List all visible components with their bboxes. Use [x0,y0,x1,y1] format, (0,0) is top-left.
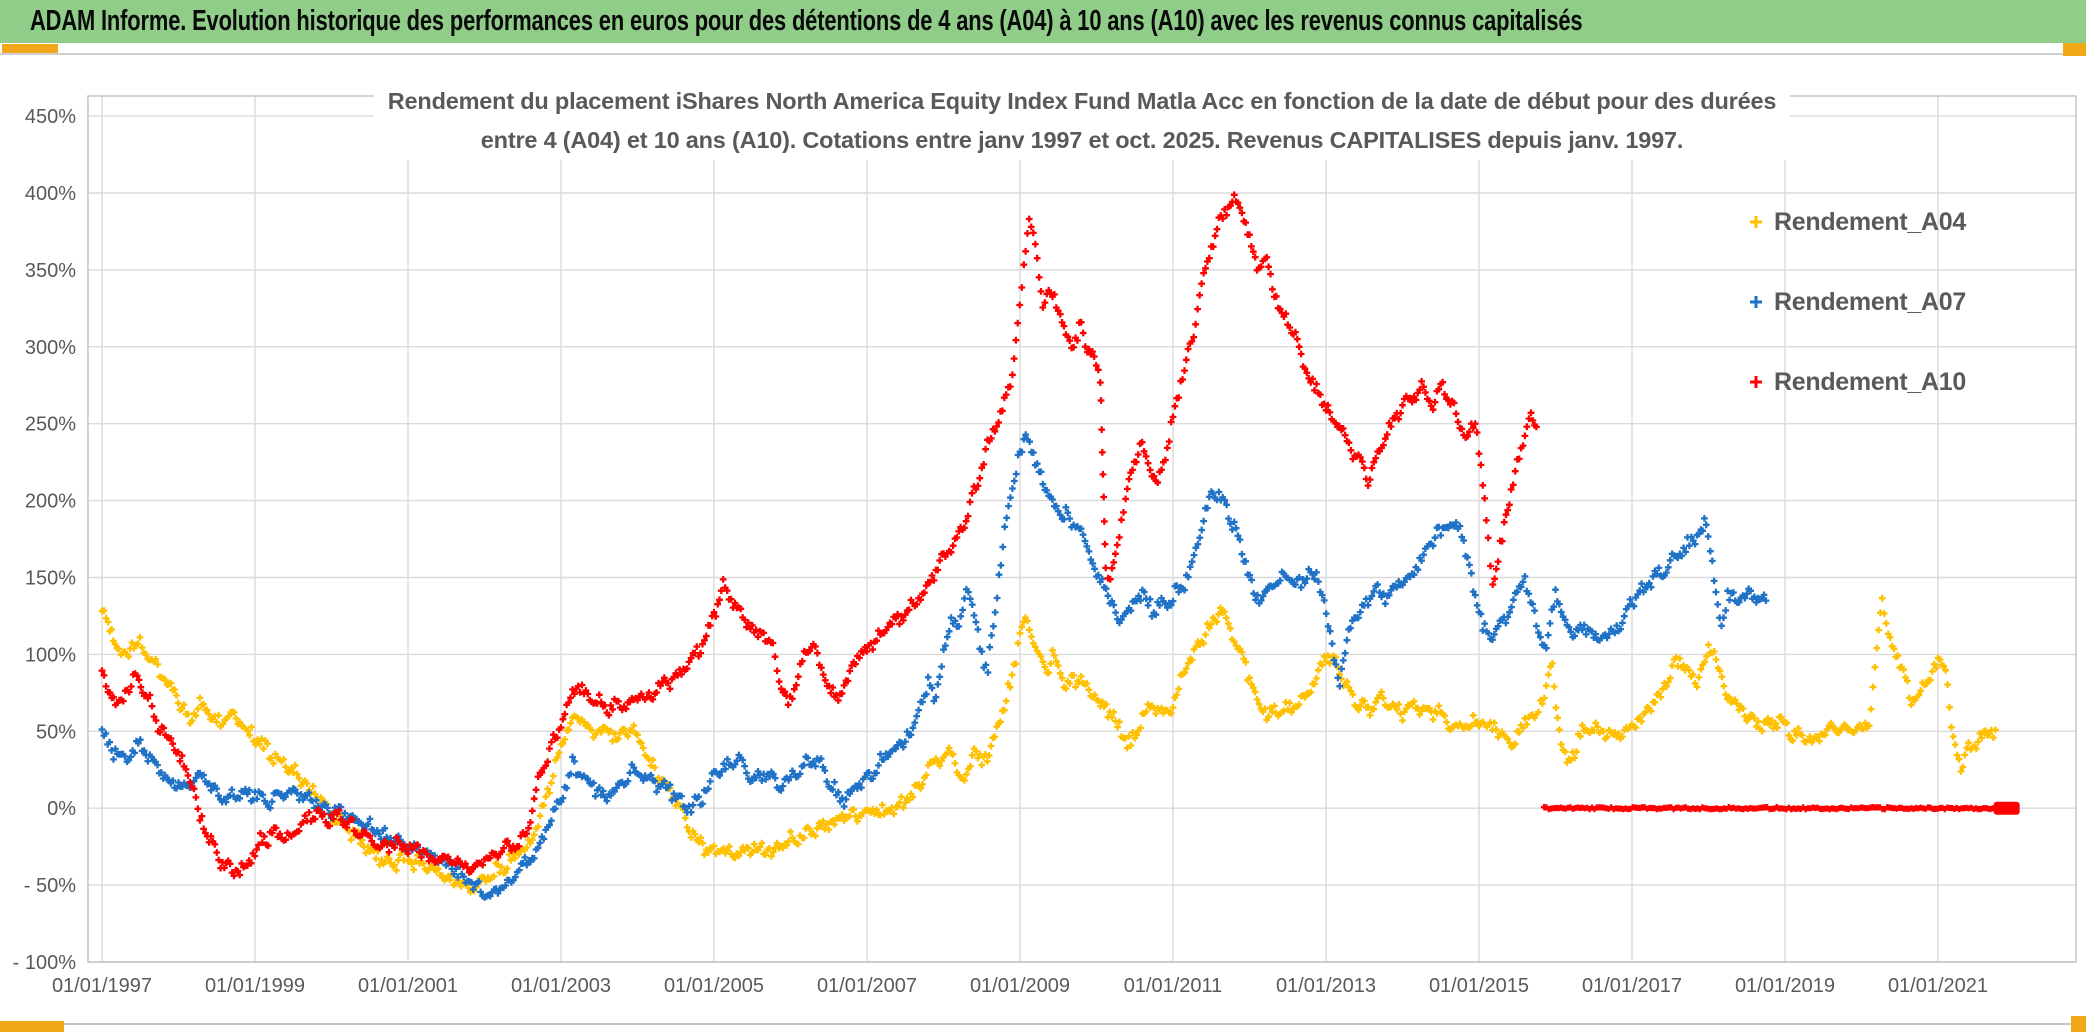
svg-text:450%: 450% [25,106,76,128]
plus-marker-icon [1748,374,1764,390]
svg-text:01/01/2003: 01/01/2003 [511,975,611,997]
chart-subtitle-line1: Rendement du placement iShares North Ame… [387,88,1777,114]
svg-text:350%: 350% [25,260,76,282]
legend-item-a04: Rendement_A04 [1748,204,1966,240]
legend-item-a10: Rendement_A10 [1748,364,1966,400]
svg-text:01/01/2013: 01/01/2013 [1276,975,1376,997]
corner-accent-bottom-left [0,1021,64,1032]
svg-text:01/01/2019: 01/01/2019 [1735,975,1835,997]
svg-text:0%: 0% [47,798,76,820]
page-title: ADAM Informe. Evolution historique des p… [30,5,1583,37]
corner-accent-top-right [2063,43,2086,56]
legend-label-a07: Rendement_A07 [1774,287,1966,316]
bottom-edge-line [0,1023,2086,1025]
svg-text:150%: 150% [25,568,76,590]
plus-marker-icon [1748,294,1764,310]
plus-marker-icon [1748,214,1764,230]
svg-text:01/01/2001: 01/01/2001 [358,975,458,997]
svg-text:01/01/1997: 01/01/1997 [52,975,152,997]
svg-text:- 50%: - 50% [24,875,76,897]
chart-subtitle: Rendement du placement iShares North Ame… [373,82,1791,160]
svg-text:01/01/2017: 01/01/2017 [1582,975,1682,997]
svg-text:- 100%: - 100% [13,952,77,974]
legend-label-a10: Rendement_A10 [1774,367,1966,396]
legend-item-a07: Rendement_A07 [1748,284,1966,320]
svg-text:300%: 300% [25,337,76,359]
corner-accent-top-left [2,44,58,53]
title-separator [0,53,2086,55]
svg-text:400%: 400% [25,183,76,205]
svg-text:01/01/2015: 01/01/2015 [1429,975,1529,997]
corner-accent-bottom-right [2071,1016,2086,1032]
svg-text:01/01/2005: 01/01/2005 [664,975,764,997]
svg-text:01/01/2011: 01/01/2011 [1124,975,1223,997]
svg-text:01/01/2009: 01/01/2009 [970,975,1070,997]
svg-text:01/01/1999: 01/01/1999 [205,975,305,997]
svg-text:50%: 50% [36,721,76,743]
svg-text:250%: 250% [25,414,76,436]
chart-subtitle-line2: entre 4 (A04) et 10 ans (A10). Cotations… [480,127,1684,153]
chart-legend: Rendement_A04 Rendement_A07 Rendement_A1… [1748,204,1966,444]
svg-text:01/01/2021: 01/01/2021 [1888,975,1988,997]
svg-text:01/01/2007: 01/01/2007 [817,975,917,997]
legend-label-a04: Rendement_A04 [1774,207,1966,236]
svg-text:100%: 100% [25,644,76,666]
title-bar: ADAM Informe. Evolution historique des p… [0,0,2086,43]
svg-text:200%: 200% [25,491,76,513]
